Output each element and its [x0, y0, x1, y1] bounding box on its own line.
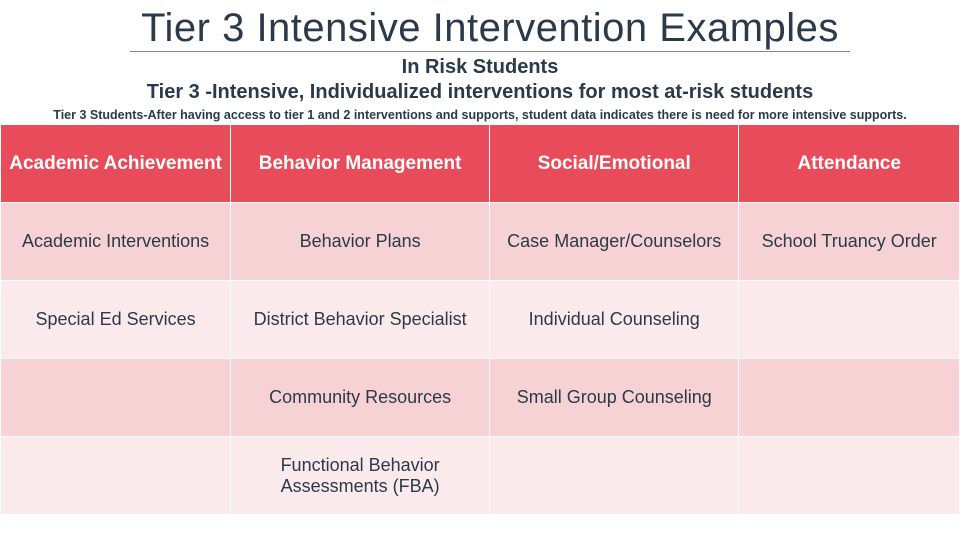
intervention-table: Academic AchievementBehavior ManagementS…: [0, 124, 960, 515]
table-cell: Behavior Plans: [231, 203, 490, 281]
banner: In Risk Students Tier 3 -Intensive, Indi…: [0, 52, 960, 124]
banner-line3: Tier 3 Students-After having access to t…: [40, 108, 920, 122]
table-cell: [739, 281, 960, 359]
table-cell: Functional Behavior Assessments (FBA): [231, 437, 490, 515]
table-cell: Academic Interventions: [1, 203, 231, 281]
page-title: Tier 3 Intensive Intervention Examples: [130, 0, 850, 52]
banner-line2: Tier 3 -Intensive, Individualized interv…: [40, 81, 920, 104]
table-row: Special Ed ServicesDistrict Behavior Spe…: [1, 281, 960, 359]
table-row: Academic InterventionsBehavior PlansCase…: [1, 203, 960, 281]
table-cell: [490, 437, 739, 515]
banner-line1: In Risk Students: [40, 56, 920, 79]
table-cell: District Behavior Specialist: [231, 281, 490, 359]
table-header-row: Academic AchievementBehavior ManagementS…: [1, 125, 960, 203]
table-cell: Small Group Counseling: [490, 359, 739, 437]
table-header-cell: Social/Emotional: [490, 125, 739, 203]
table-cell: School Truancy Order: [739, 203, 960, 281]
table-header-cell: Attendance: [739, 125, 960, 203]
table-cell: [739, 359, 960, 437]
table-header-cell: Behavior Management: [231, 125, 490, 203]
table-cell: [739, 437, 960, 515]
table-cell: Individual Counseling: [490, 281, 739, 359]
table-cell: [1, 359, 231, 437]
table-cell: Case Manager/Counselors: [490, 203, 739, 281]
table-row: Community ResourcesSmall Group Counselin…: [1, 359, 960, 437]
table-cell: Community Resources: [231, 359, 490, 437]
table-cell: Special Ed Services: [1, 281, 231, 359]
table-row: Functional Behavior Assessments (FBA): [1, 437, 960, 515]
table-header-cell: Academic Achievement: [1, 125, 231, 203]
table-cell: [1, 437, 231, 515]
